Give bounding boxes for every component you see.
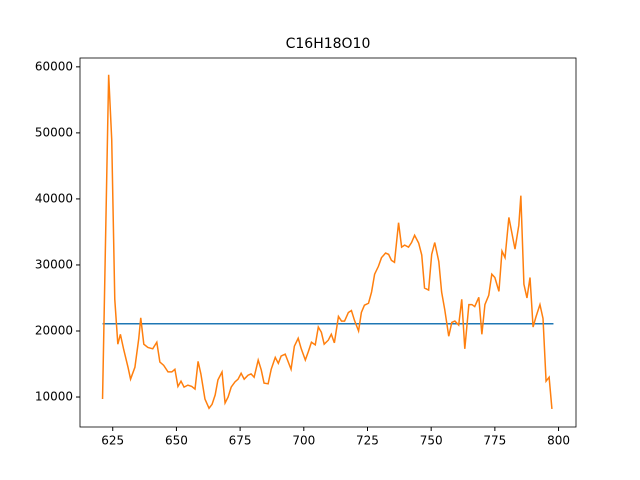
y-tick-label: 20000 bbox=[35, 323, 73, 337]
x-tick-label: 700 bbox=[292, 434, 315, 448]
x-tick-label: 775 bbox=[483, 434, 506, 448]
x-tick-label: 675 bbox=[229, 434, 252, 448]
plot-frame bbox=[79, 57, 577, 428]
data-line bbox=[101, 74, 553, 410]
y-tick-label: 40000 bbox=[35, 191, 73, 205]
chart-title: C16H18O10 bbox=[286, 36, 371, 52]
y-tick-label: 50000 bbox=[35, 125, 73, 139]
y-tick-label: 10000 bbox=[35, 390, 73, 404]
x-tick-label: 800 bbox=[547, 434, 570, 448]
x-tick-label: 650 bbox=[165, 434, 188, 448]
x-tick-label: 625 bbox=[101, 434, 124, 448]
x-tick-label: 725 bbox=[356, 434, 379, 448]
x-tick-label: 750 bbox=[420, 434, 443, 448]
y-tick-label: 30000 bbox=[35, 257, 73, 271]
y-tick-label: 60000 bbox=[35, 59, 73, 73]
